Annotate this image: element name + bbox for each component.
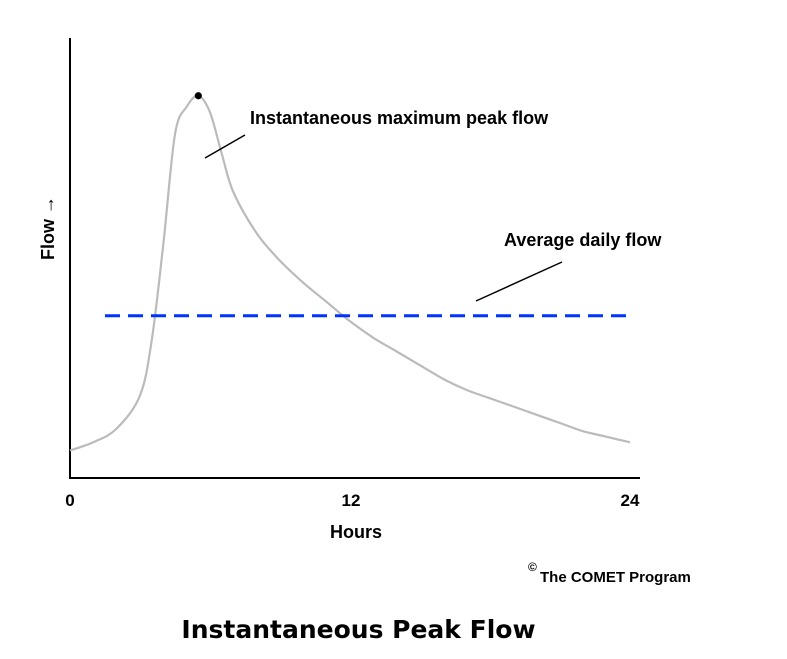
- x-tick-label-12: 12: [342, 491, 361, 510]
- credit-text: The COMET Program: [540, 569, 691, 586]
- x-tick-label-24: 24: [621, 491, 640, 510]
- peak-point: [194, 92, 202, 100]
- peak-annotation: Instantaneous maximum peak flow: [250, 108, 549, 128]
- average-annotation: Average daily flow: [504, 230, 662, 250]
- x-axis-title: Hours: [330, 522, 382, 542]
- figure-caption: Instantaneous Peak Flow: [181, 615, 536, 644]
- y-axis-title: Flow →: [38, 196, 58, 260]
- copyright-mark: ©: [528, 560, 537, 574]
- x-tick-label-0: 0: [65, 491, 74, 510]
- average-leader-line: [475, 261, 563, 302]
- flow-curve: [69, 94, 631, 452]
- peak-leader-line: [204, 134, 246, 159]
